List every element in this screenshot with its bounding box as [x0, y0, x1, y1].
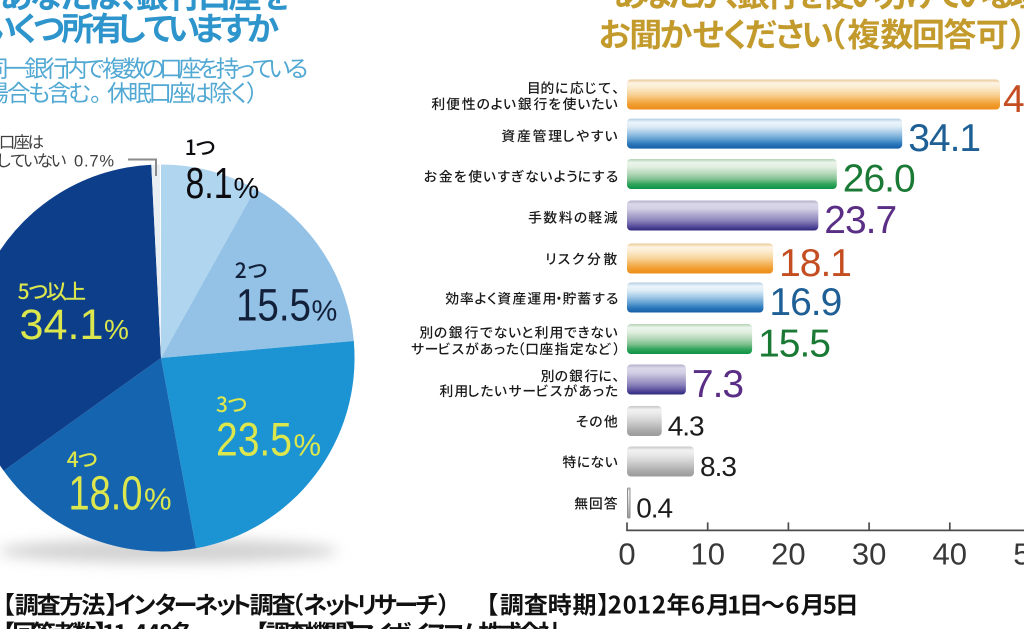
svg-text:23.5: 23.5 [216, 412, 292, 465]
svg-text:0.4: 0.4 [636, 493, 672, 524]
svg-text:%: % [234, 173, 260, 205]
svg-text:0.7%: 0.7% [74, 153, 115, 171]
svg-text:8.1: 8.1 [186, 159, 233, 208]
svg-text:10: 10 [690, 537, 724, 572]
svg-text:4.3: 4.3 [668, 411, 704, 442]
svg-text:%: % [144, 482, 172, 517]
svg-text:26.0: 26.0 [843, 158, 915, 201]
svg-text:16.9: 16.9 [769, 281, 841, 324]
svg-text:%: % [104, 314, 129, 345]
svg-text:30: 30 [852, 537, 886, 572]
svg-text:18.1: 18.1 [779, 242, 851, 285]
svg-text:15.5: 15.5 [236, 279, 311, 330]
svg-text:%: % [312, 295, 338, 327]
svg-text:18.0: 18.0 [69, 468, 143, 521]
svg-text:4: 4 [1003, 78, 1024, 121]
svg-text:40: 40 [933, 537, 967, 572]
svg-text:8.3: 8.3 [700, 451, 736, 482]
svg-text:15.5: 15.5 [758, 323, 830, 366]
svg-text:23.7: 23.7 [824, 199, 896, 242]
svg-text:50: 50 [1013, 537, 1024, 572]
svg-text:7.3: 7.3 [692, 363, 743, 406]
svg-text:34.1: 34.1 [908, 117, 980, 160]
svg-text:20: 20 [771, 537, 805, 572]
svg-text:%: % [294, 427, 322, 462]
svg-text:0: 0 [618, 537, 635, 572]
svg-text:34.1: 34.1 [20, 301, 104, 349]
